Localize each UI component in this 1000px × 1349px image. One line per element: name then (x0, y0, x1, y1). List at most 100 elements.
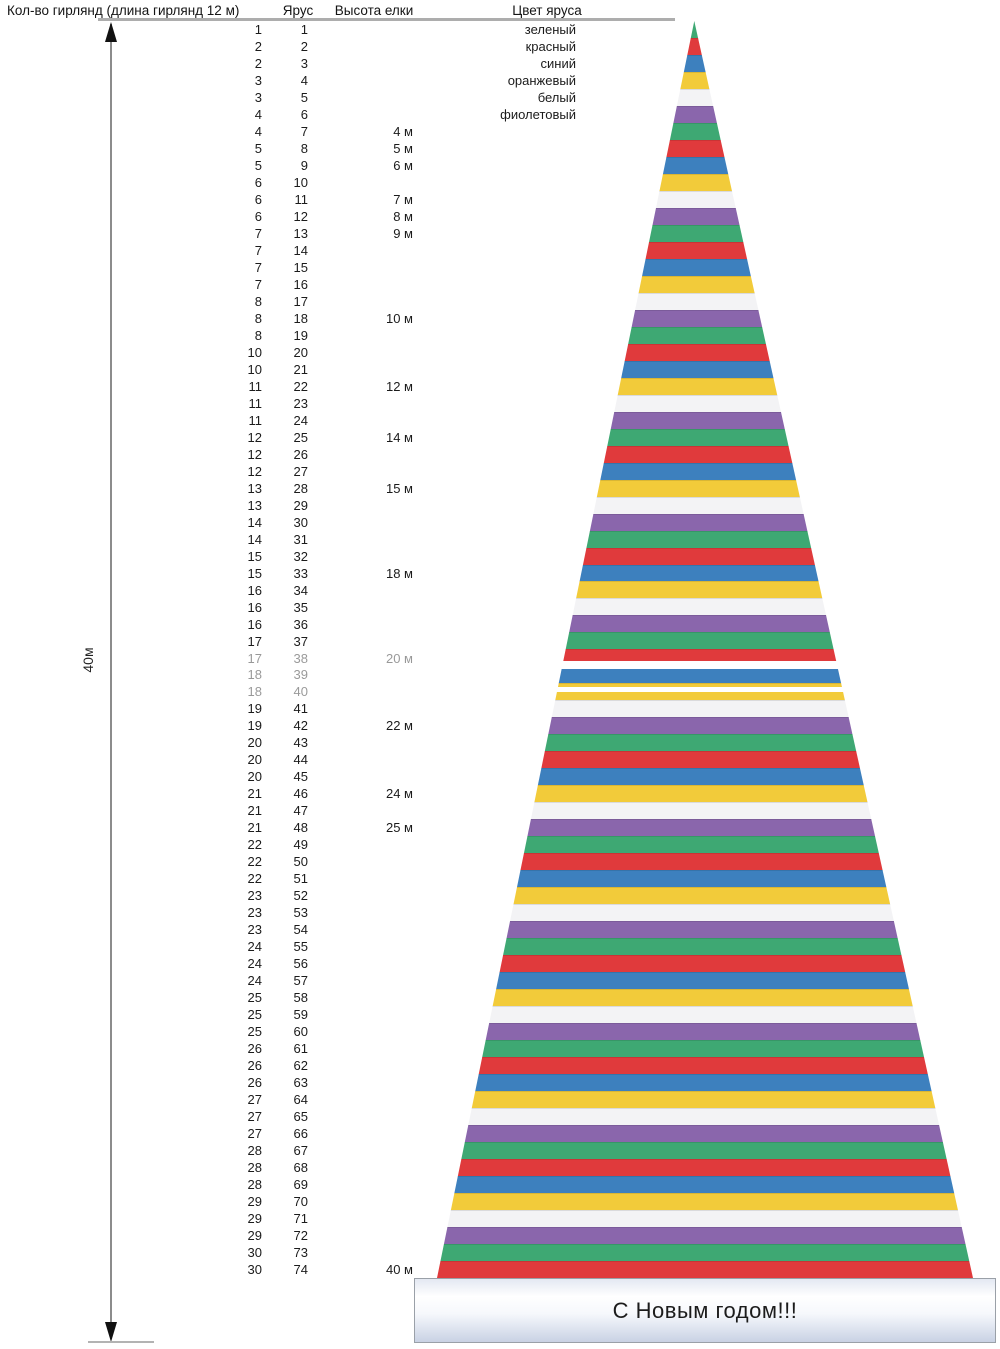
height-label: 5 м (393, 140, 413, 156)
tier-number: 36 (293, 616, 308, 632)
garland-count: 14 (247, 531, 262, 547)
tier-number: 12 (293, 208, 308, 224)
tier-number: 21 (293, 361, 308, 377)
tier-number: 31 (293, 531, 308, 547)
tier-number: 59 (293, 1007, 308, 1023)
table-row: 1 1 зеленый (0, 21, 600, 38)
garland-count: 21 (247, 820, 262, 836)
table-row: 23 54 (0, 921, 600, 938)
table-row: 3 4 оранжевый (0, 72, 600, 89)
table-row: 6 10 (0, 174, 600, 191)
garland-count: 24 (247, 956, 262, 972)
tree-tier-stripe (437, 836, 973, 854)
garland-count: 26 (247, 1058, 262, 1074)
garland-count: 21 (247, 803, 262, 819)
table-row: 12 25 14 м (0, 429, 600, 446)
garland-count: 23 (247, 888, 262, 904)
table-row: 11 24 (0, 412, 600, 429)
tier-number: 61 (293, 1041, 308, 1057)
garland-count: 25 (247, 990, 262, 1006)
table-row: 22 49 (0, 836, 600, 853)
tier-number: 9 (300, 157, 308, 173)
tier-number: 23 (293, 395, 308, 411)
garland-count: 5 (254, 157, 262, 173)
tier-number: 34 (293, 582, 308, 598)
garland-count: 21 (247, 786, 262, 802)
garland-count: 8 (254, 310, 262, 326)
height-label: 6 м (393, 157, 413, 173)
tier-number: 66 (293, 1126, 308, 1142)
garland-count: 27 (247, 1092, 262, 1108)
tree-tier-stripe (437, 870, 973, 888)
tree-tier-stripe (437, 1040, 973, 1058)
tree-tier-stripe (437, 1006, 973, 1024)
tree-tier-stripe (437, 1158, 973, 1176)
garland-count: 10 (247, 361, 262, 377)
table-row: 6 11 7 м (0, 191, 600, 208)
measure-arrow-up-icon (105, 22, 117, 42)
table-row: 26 63 (0, 1074, 600, 1091)
height-label: 8 м (393, 208, 413, 224)
height-label: 25 м (385, 820, 413, 836)
white-line-artifact (556, 687, 854, 692)
table-row: 13 28 15 м (0, 480, 600, 497)
color-label: зеленый (524, 22, 576, 37)
table-row: 10 21 (0, 361, 600, 378)
color-label: фиолетовый (500, 106, 576, 122)
tier-number: 22 (293, 378, 308, 394)
height-label: 40 м (385, 1262, 413, 1277)
table-row: 7 16 (0, 276, 600, 293)
tier-number: 51 (293, 871, 308, 887)
garland-count: 7 (254, 276, 262, 292)
height-label: 14 м (385, 429, 413, 445)
tree-tier-stripe (437, 921, 973, 939)
table-row: 11 22 12 м (0, 378, 600, 395)
table-row: 30 74 40 м (0, 1261, 600, 1278)
garland-count: 15 (247, 565, 262, 581)
garland-count: 20 (247, 769, 262, 785)
tier-number: 20 (293, 344, 308, 360)
tier-number: 7 (300, 123, 308, 139)
tree-tier-stripe (437, 768, 973, 786)
table-row: 8 18 10 м (0, 310, 600, 327)
tier-number: 28 (293, 480, 308, 496)
tier-number: 1 (300, 22, 308, 37)
tier-number: 47 (293, 803, 308, 819)
garland-count: 8 (254, 293, 262, 309)
garland-count: 1 (254, 22, 262, 37)
table-row: 14 30 (0, 514, 600, 531)
faded-rows-artifact (205, 648, 423, 700)
header-underline (98, 18, 675, 21)
tier-number: 3 (300, 55, 308, 71)
garland-count: 12 (247, 446, 262, 462)
tier-number: 5 (300, 89, 308, 105)
tree-tier-stripe (437, 1192, 973, 1210)
height-label: 22 м (385, 718, 413, 734)
tier-number: 69 (293, 1177, 308, 1193)
tier-number: 33 (293, 565, 308, 581)
tree-tier-stripe (437, 1057, 973, 1075)
tier-number: 48 (293, 820, 308, 836)
garland-count: 5 (254, 140, 262, 156)
garland-count: 4 (254, 123, 262, 139)
table-row: 21 48 25 м (0, 819, 600, 836)
garland-count: 20 (247, 752, 262, 768)
tree-tier-stripe (437, 1124, 973, 1142)
table-row: 15 32 (0, 548, 600, 565)
tier-number: 25 (293, 429, 308, 445)
tier-number: 70 (293, 1194, 308, 1210)
table-row: 12 26 (0, 446, 600, 463)
garland-count: 16 (247, 616, 262, 632)
tree-tier-stripe (437, 955, 973, 973)
color-label: оранжевый (507, 72, 576, 88)
tier-number: 18 (293, 310, 308, 326)
table-row: 5 8 5 м (0, 140, 600, 157)
garland-count: 26 (247, 1041, 262, 1057)
garland-count: 3 (254, 89, 262, 105)
table-row: 10 20 (0, 344, 600, 361)
white-band-artifact (552, 661, 852, 669)
table-row: 5 9 6 м (0, 157, 600, 174)
table-row: 2 3 синий (0, 55, 600, 72)
tier-number: 44 (293, 752, 308, 768)
table-row: 8 17 (0, 293, 600, 310)
